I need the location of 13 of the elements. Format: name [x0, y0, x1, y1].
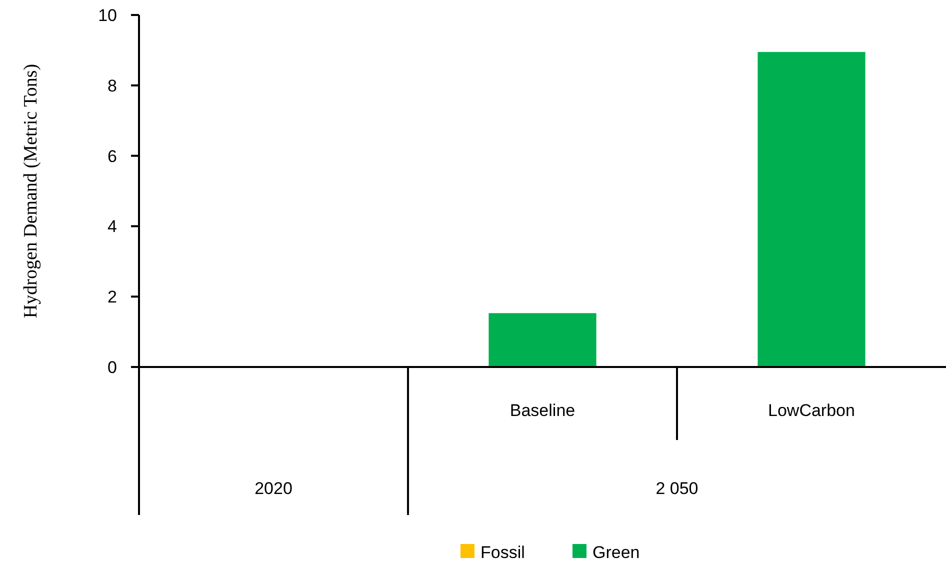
y-tick-label: 8 [108, 76, 117, 96]
y-tick-label: 2 [108, 288, 117, 307]
y-axis-title: Hydrogen Demand (Metric Tons) [20, 64, 42, 318]
y-tick-label: 0 [108, 358, 117, 377]
legend-label: Green [592, 542, 640, 562]
y-tick-label: 10 [98, 6, 117, 25]
x-tick-label: LowCarbon [768, 400, 855, 420]
text: 2020 [254, 478, 292, 498]
y-tick-label: 6 [108, 146, 117, 166]
y-tick-label: 4 [108, 217, 117, 236]
x-tick-label: Baseline [510, 400, 576, 420]
text: 2 050 [656, 478, 698, 498]
legend-label: Fossil [480, 542, 525, 562]
